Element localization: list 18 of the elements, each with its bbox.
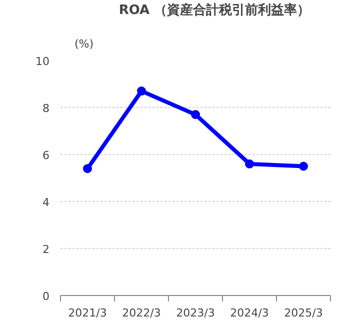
y-tick-label: 4 [42, 196, 50, 209]
point [299, 162, 308, 171]
y-axis-title: (%) [74, 38, 94, 50]
y-tick-label: 2 [42, 243, 50, 256]
y-tick-label: 6 [42, 149, 50, 162]
point [245, 159, 254, 168]
y-tick-label: 0 [42, 290, 50, 303]
y-tick-label: 8 [42, 102, 50, 115]
x-tick-label: 2022/3 [122, 306, 161, 320]
text: ROA （資産合計税引前利益率） [118, 2, 310, 19]
point [83, 164, 92, 174]
x-tick-label: 2024/3 [230, 306, 269, 320]
x-tick-label: 2023/3 [176, 306, 215, 320]
y-tick-label: 10 [36, 55, 50, 68]
x-tick-label: 2021/3 [68, 306, 107, 320]
x-tick-label: 2025/3 [284, 306, 323, 320]
point [137, 86, 146, 96]
point [191, 110, 200, 120]
